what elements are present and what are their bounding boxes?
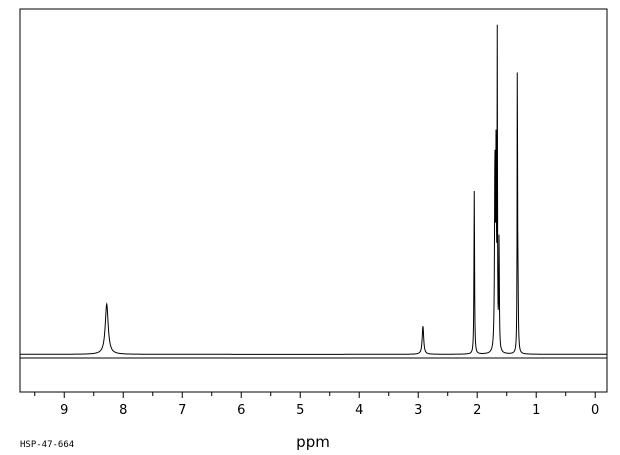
x-tick-label-8: 8 [119, 403, 127, 418]
x-tick-label-7: 7 [178, 403, 186, 418]
plot-frame [19, 8, 608, 393]
x-axis-label: ppm [296, 433, 330, 451]
x-tick-label-3: 3 [414, 403, 422, 418]
sample-code-label: HSP-47-664 [20, 440, 74, 450]
spectrum-trace [20, 24, 607, 355]
x-tick-label-5: 5 [296, 403, 304, 418]
x-axis-ticks: 9 8 7 6 5 4 3 2 1 0 [34, 392, 599, 418]
x-tick-label-6: 6 [237, 403, 245, 418]
x-tick-label-9: 9 [60, 403, 68, 418]
x-tick-label-4: 4 [355, 403, 363, 418]
x-tick-label-0: 0 [591, 403, 599, 418]
x-tick-label-1: 1 [532, 403, 540, 418]
x-tick-label-2: 2 [473, 403, 481, 418]
